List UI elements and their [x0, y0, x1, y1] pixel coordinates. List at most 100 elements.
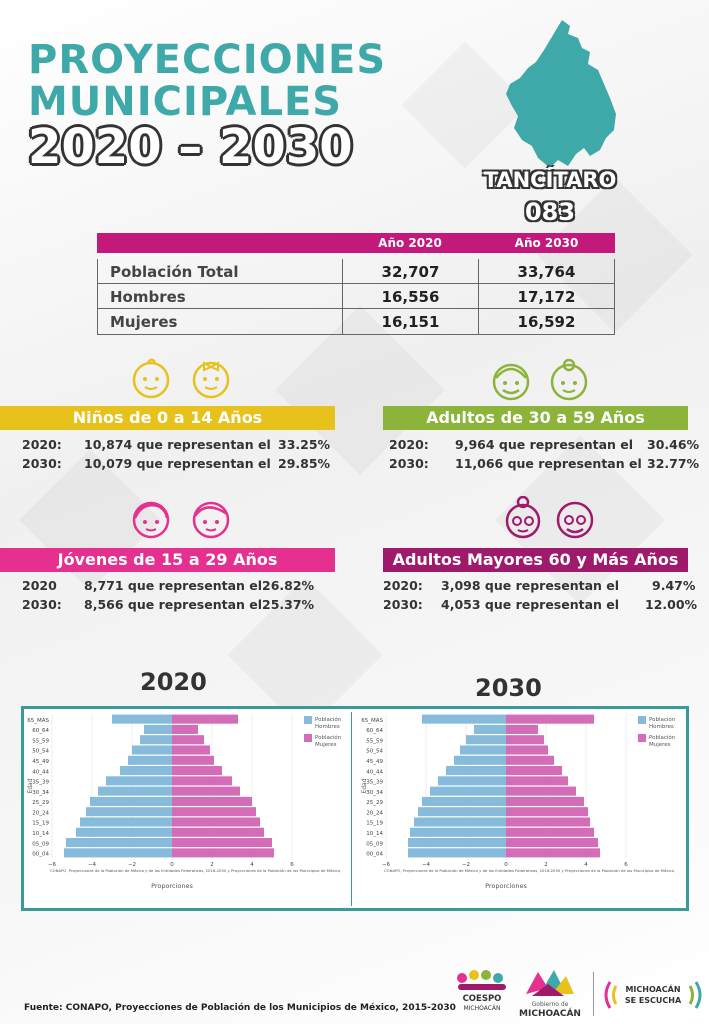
bar-women: [506, 745, 548, 755]
bar-men: [460, 745, 506, 755]
row-pct: 33.25%: [278, 437, 331, 452]
bar-men: [422, 714, 506, 724]
bar-men: [422, 796, 506, 806]
category-label: 25_29: [32, 800, 49, 806]
category-label: 05_09: [366, 841, 383, 847]
escucha-logo-line2: SE ESCUCHA: [625, 996, 682, 1005]
category-label: 40_44: [366, 769, 383, 775]
bar-men: [414, 817, 506, 827]
row-pct: 30.46%: [647, 437, 700, 452]
bar-men: [98, 786, 172, 796]
category-label: 55_59: [32, 738, 49, 744]
bar-women: [506, 776, 568, 786]
group-row-jovenes-2020: 2020 8,771 que representan el 26.82%: [22, 578, 342, 594]
row-pct: 26.82%: [262, 578, 315, 593]
legend-label: Hombres: [315, 724, 340, 730]
category-label: 05_09: [32, 841, 49, 847]
bar-men: [430, 786, 506, 796]
category-label: 65_MAS: [27, 718, 49, 724]
x-tick-label: −4: [422, 862, 431, 868]
category-label: 45_49: [32, 759, 49, 765]
legend-label: Población: [649, 734, 676, 741]
municipality-map-icon: [506, 20, 616, 168]
legend-swatch: [304, 734, 312, 742]
elderly-man-face-icon: [556, 501, 594, 539]
bar-men: [408, 848, 506, 858]
category-label: 35_39: [366, 780, 383, 786]
category-label: 50_54: [32, 749, 49, 755]
row-year: 2020:: [383, 578, 423, 593]
michoacan-se-escucha-logo: MICHOACÁN SE ESCUCHA: [604, 981, 702, 1009]
group-row-mayores-2020: 2020: 3,098 que representan el 9.47%: [383, 578, 703, 594]
row-year: 2020:: [389, 437, 429, 452]
table-header-empty: [97, 233, 342, 253]
coespo-logo-line2: MICHOACÁN: [463, 1005, 500, 1012]
bar-women: [172, 766, 222, 776]
group-title-adultos: Adultos de 30 a 59 Años: [383, 406, 688, 430]
group-row-ninos-2020: 2020: 10,874 que representan el 33.25%: [22, 437, 342, 453]
page-title-line1: PROYECCIONES: [28, 37, 387, 83]
row-text: 4,053 que representan el: [441, 597, 620, 612]
row-text: 10,079 que representan el: [84, 456, 271, 471]
category-label: 40_44: [32, 769, 49, 775]
category-label: 10_14: [32, 831, 49, 837]
group-row-adultos-2020: 2020: 9,964 que representan el 30.46%: [389, 437, 709, 453]
table-header: Año 2020 Año 2030: [97, 233, 615, 253]
x-tick-label: 4: [250, 862, 254, 868]
row-value-2030: 17,172: [478, 284, 615, 308]
bar-men: [474, 724, 506, 734]
bar-women: [172, 735, 204, 745]
group-title-jovenes: Jóvenes de 15 a 29 Años: [0, 548, 335, 572]
pyramid-chart-2030: 00_04 05_09 10_14 15_19 20_24 25_29 30_34 35_39…: [361, 714, 676, 890]
table-row: Hombres 16,556 17,172: [97, 284, 615, 309]
legend-swatch: [304, 716, 312, 724]
legend-label: Mujeres: [315, 742, 337, 748]
category-label: 55_59: [366, 738, 383, 744]
row-value-2020: 32,707: [342, 259, 478, 283]
category-label: 45_49: [366, 759, 383, 765]
gobierno-michoacan-logo: Gobierno de MICHOACÁN: [519, 970, 581, 1019]
escucha-logo-line1: MICHOACÁN: [625, 983, 680, 994]
category-label: 60_64: [32, 728, 49, 734]
row-text: 8,771 que representan el: [84, 578, 263, 593]
row-text: 9,964 que representan el: [455, 437, 634, 452]
pyramid-chart-2020: 00_04 05_09 10_14 15_19 20_24 25_29 30_34 35_39…: [27, 714, 342, 890]
legend-label: Mujeres: [649, 742, 671, 748]
bar-men: [408, 838, 506, 848]
row-year: 2020: [22, 578, 57, 593]
bar-women: [506, 724, 538, 734]
row-value-2020: 16,151: [342, 309, 478, 334]
bar-women: [506, 766, 562, 776]
row-value-2030: 33,764: [478, 259, 615, 283]
category-label: 25_29: [366, 800, 383, 806]
bar-women: [172, 776, 232, 786]
chart-divider: [351, 712, 352, 906]
row-value-2030: 16,592: [478, 309, 615, 334]
chart-2030-label: 2030: [475, 674, 542, 702]
category-label: 30_34: [32, 790, 49, 796]
bar-men: [446, 766, 506, 776]
group-row-mayores-2030: 2030: 4,053 que representan el 12.00%: [383, 597, 703, 613]
x-tick-label: 4: [584, 862, 588, 868]
bar-women: [506, 827, 594, 837]
x-tick-label: −4: [88, 862, 97, 868]
coespo-logo: COESPO MICHOACÁN: [457, 970, 506, 1012]
bar-men: [454, 755, 506, 765]
x-tick-label: 6: [290, 862, 294, 868]
bar-women: [506, 755, 554, 765]
category-label: 60_64: [366, 728, 383, 734]
group-title-ninos: Niños de 0 a 14 Años: [0, 406, 335, 430]
category-label: 15_19: [32, 821, 49, 827]
row-year: 2030:: [389, 456, 429, 471]
bar-women: [506, 817, 590, 827]
category-label: 00_04: [32, 852, 49, 858]
bar-women: [172, 807, 256, 817]
legend-label: Población: [649, 716, 676, 723]
row-value-2020: 16,556: [342, 284, 478, 308]
row-label: Hombres: [97, 284, 342, 308]
legend-label: Hombres: [649, 724, 674, 730]
table-row: Mujeres 16,151 16,592: [97, 309, 615, 334]
page-title-years: 2020 – 2030: [28, 119, 353, 175]
bar-women: [172, 827, 264, 837]
bar-men: [86, 807, 172, 817]
